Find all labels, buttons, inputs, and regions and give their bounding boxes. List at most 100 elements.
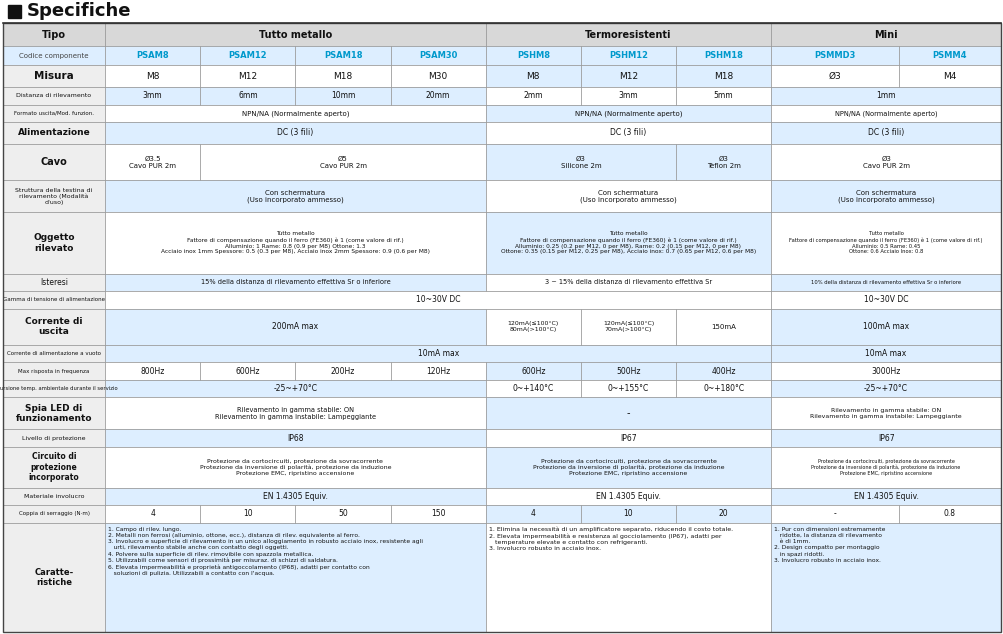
Bar [105,505,200,522]
Bar [770,274,1000,291]
Bar [105,291,770,309]
Bar [485,488,770,505]
Bar [3,522,105,632]
Text: Caratte-
ristiche: Caratte- ristiche [34,567,73,587]
Bar [485,429,770,447]
Bar [485,380,581,398]
Bar [390,363,485,380]
Text: 0~+155°C: 0~+155°C [607,384,649,393]
Text: DC (3 fili): DC (3 fili) [610,129,646,138]
Bar [200,87,295,105]
Bar [105,23,485,46]
Bar [0,0,1003,22]
Text: PSAM8: PSAM8 [136,51,169,60]
Bar [770,309,1000,345]
Bar [3,46,105,65]
Bar [770,46,898,65]
Text: 15% della distanza di rilevamento effettiva Sr o inferiore: 15% della distanza di rilevamento effett… [201,280,390,285]
Bar [390,505,485,522]
Bar [581,380,675,398]
Text: 3 ~ 15% della distanza di rilevamento effettiva Sr: 3 ~ 15% della distanza di rilevamento ef… [545,280,711,285]
Bar [770,363,1000,380]
Bar [770,180,1000,212]
Text: M12: M12 [238,72,257,81]
Bar [105,505,200,522]
Text: M30: M30 [428,72,447,81]
Bar [3,122,105,144]
Text: Termoresistenti: Termoresistenti [585,30,671,40]
Bar [295,505,390,522]
Bar [3,274,105,291]
Bar [581,363,675,380]
Bar [105,46,200,65]
Text: 1. Pur con dimensioni estremamente
   ridotte, la distanza di rilevamento
   è d: 1. Pur con dimensioni estremamente ridot… [773,527,885,563]
Bar [675,65,770,87]
Text: PSMM4: PSMM4 [932,51,966,60]
Bar [3,212,105,274]
Bar [485,447,770,488]
Text: -25~+70°C: -25~+70°C [273,384,317,393]
Bar [675,87,770,105]
Bar [3,488,105,505]
Bar [295,46,390,65]
Text: Specifiche: Specifiche [27,2,131,20]
Bar [105,380,485,398]
Text: 150mA: 150mA [710,324,735,330]
Bar [485,122,770,144]
Bar [581,87,675,105]
Bar [770,105,1000,122]
Bar [3,447,105,488]
Bar [485,65,581,87]
Bar [485,65,581,87]
Bar [485,363,581,380]
Text: DC (3 fili): DC (3 fili) [277,129,313,138]
Bar [105,522,485,632]
Text: Alimentazione: Alimentazione [18,129,90,138]
Text: Tutto metallo: Tutto metallo [259,30,332,40]
Bar [3,398,105,429]
Text: 800Hz: 800Hz [140,366,164,376]
Bar [485,46,581,65]
Bar [770,65,898,87]
Bar [485,87,581,105]
Bar [105,398,485,429]
Bar [390,46,485,65]
Text: Protezione da cortocircuiti, protezione da sovracorrente
Protezione da inversion: Protezione da cortocircuiti, protezione … [533,459,723,476]
Bar [295,87,390,105]
Text: EN 1.4305 Equiv.: EN 1.4305 Equiv. [263,492,328,501]
Bar [770,429,1000,447]
Bar [581,363,675,380]
Text: IP68: IP68 [287,434,303,443]
Bar [105,429,485,447]
Text: Materiale involucro: Materiale involucro [24,494,84,499]
Bar [3,291,105,309]
Bar [105,488,485,505]
Text: Rilevamento in gamma stabile: ON
Rilevamento in gamma instabile: Lampeggiante: Rilevamento in gamma stabile: ON Rilevam… [215,407,376,420]
Text: Protezione da cortocircuiti, protezione da sovracorrente
Protezione da inversion: Protezione da cortocircuiti, protezione … [200,459,391,476]
Bar [105,363,200,380]
Text: IP67: IP67 [877,434,894,443]
Text: 20mm: 20mm [425,91,450,100]
Text: M8: M8 [526,72,540,81]
Bar [3,46,105,65]
Bar [200,144,485,180]
Text: 100mA max: 100mA max [863,322,909,332]
Bar [3,363,105,380]
Bar [770,309,1000,345]
Text: Tutto metallo
Fattore di compensazione quando il ferro (FE360) è 1 (come valore : Tutto metallo Fattore di compensazione q… [500,231,755,254]
Text: Corrente di
uscita: Corrente di uscita [25,317,82,337]
Bar [485,212,770,274]
Text: PSHM18: PSHM18 [703,51,742,60]
Bar [3,144,105,180]
Text: PSAM30: PSAM30 [418,51,457,60]
Bar [770,429,1000,447]
Text: 0~+180°C: 0~+180°C [702,384,743,393]
Text: 10: 10 [623,510,633,519]
Bar [3,363,105,380]
Text: 1. Elimina la necessità di un amplificatore separato, riducendo il costo totale.: 1. Elimina la necessità di un amplificat… [488,527,732,552]
Bar [770,363,1000,380]
Text: Con schermatura
(Uso incorporato ammesso): Con schermatura (Uso incorporato ammesso… [837,190,934,203]
Text: PSMMD3: PSMMD3 [813,51,855,60]
Bar [770,488,1000,505]
Bar [105,144,200,180]
